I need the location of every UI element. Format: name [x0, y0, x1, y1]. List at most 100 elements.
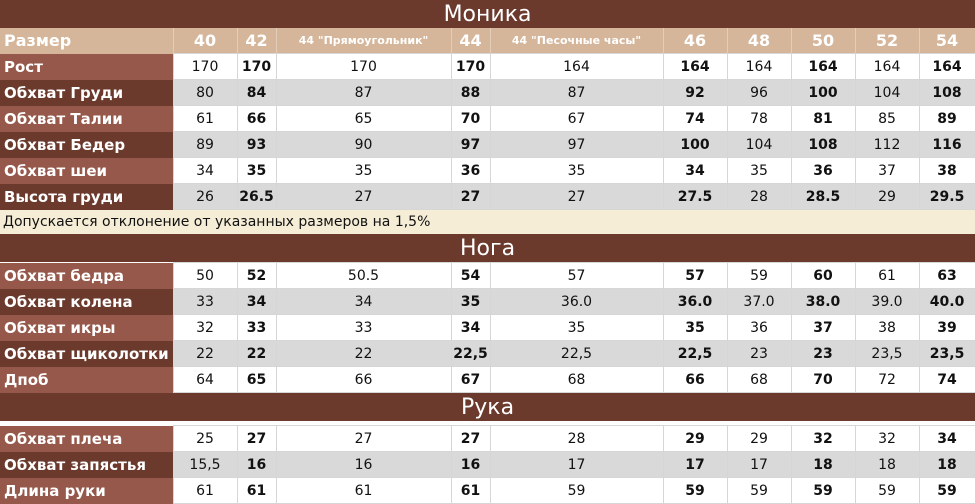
measurement-row-plecho: Обхват плеча 25 27 27 27 28 29 29 32 32 34 [0, 425, 975, 452]
measurement-value: 59 [918, 477, 975, 504]
measurement-value: 26 [172, 183, 238, 210]
measurement-value: 29.5 [918, 183, 975, 210]
measurement-value: 88 [450, 79, 491, 106]
measurement-value: 61 [450, 477, 491, 504]
measurement-value: 35 [275, 157, 452, 184]
measurement-value: 23 [790, 340, 856, 367]
section-title-noga: Нога [0, 234, 975, 263]
measurement-value: 38 [918, 157, 975, 184]
measurement-row-ikra: Обхват икры 32 33 33 34 35 35 36 37 38 39 [0, 314, 975, 341]
measurement-value: 67 [450, 366, 491, 393]
measurement-value: 29 [854, 183, 920, 210]
measurement-row-talia: Обхват Талии 61 66 65 70 67 74 78 81 85 89 [0, 105, 975, 132]
measurement-row-shikolotka: Обхват щиколотки 22 22 22 22,5 22,5 22,5 23 23 23… [0, 340, 975, 367]
measurement-value: 27 [450, 183, 491, 210]
measurement-value: 28 [726, 183, 792, 210]
measurement-value: 22 [236, 340, 277, 367]
measurement-value: 32 [790, 425, 856, 452]
measurement-row-bedra: Обхват Бедер 89 93 90 97 97 100 104 108 112 116 [0, 131, 975, 158]
measurement-value: 59 [489, 477, 664, 504]
measurement-label: Обхват Груди [0, 79, 173, 106]
measurement-value: 27 [236, 425, 277, 452]
measurement-value: 112 [854, 131, 920, 158]
measurement-value: 23,5 [854, 340, 920, 367]
measurement-label: Обхват бедра [0, 262, 173, 289]
measurement-label: Обхват запястья [0, 451, 173, 478]
measurement-value: 59 [790, 477, 856, 504]
measurement-value: 108 [918, 79, 975, 106]
measurement-value: 97 [450, 131, 491, 158]
measurement-value: 29 [662, 425, 728, 452]
measurement-label: Рост [0, 53, 173, 80]
measurement-value: 18 [918, 451, 975, 478]
spacer-cell [0, 421, 975, 426]
measurement-value: 27 [489, 183, 664, 210]
measurement-value: 96 [726, 79, 792, 106]
measurement-value: 36.0 [662, 288, 728, 315]
measurement-value: 164 [854, 53, 920, 80]
measurement-value: 18 [790, 451, 856, 478]
measurement-row-zapyastye: Обхват запястья 15,5 16 16 16 17 17 17 18 18 18 [0, 451, 975, 478]
measurement-value: 22,5 [662, 340, 728, 367]
size-header-cell: 42 [237, 28, 277, 54]
measurement-value: 61 [275, 477, 452, 504]
section-noga-row: Нога [0, 234, 975, 263]
measurement-value: 52 [236, 262, 277, 289]
measurement-value: 27 [275, 425, 452, 452]
measurement-value: 80 [172, 79, 238, 106]
measurement-value: 54 [450, 262, 491, 289]
measurement-value: 34 [918, 425, 975, 452]
measurement-value: 22,5 [450, 340, 491, 367]
size-header-label: Размер [0, 28, 174, 54]
measurement-value: 25 [172, 425, 238, 452]
measurement-value: 170 [450, 53, 491, 80]
measurement-value: 35 [236, 157, 277, 184]
tolerance-note-row: Допускается отклонение от указанных разм… [0, 209, 975, 234]
measurement-value: 57 [662, 262, 728, 289]
measurement-value: 59 [726, 262, 792, 289]
size-header-cell: 44 [451, 28, 491, 54]
measurement-value: 37 [790, 314, 856, 341]
measurement-value: 116 [918, 131, 975, 158]
measurement-value: 17 [662, 451, 728, 478]
tolerance-note: Допускается отклонение от указанных разм… [0, 209, 975, 234]
measurement-value: 22 [275, 340, 452, 367]
measurement-value: 66 [236, 105, 277, 132]
measurement-value: 35 [489, 157, 664, 184]
measurement-value: 100 [790, 79, 856, 106]
measurement-value: 164 [790, 53, 856, 80]
measurement-row-rost: Рост 170 170 170 170 164 164 164 164 164 164 [0, 53, 975, 80]
size-header-cell: 40 [173, 28, 238, 54]
measurement-value: 18 [854, 451, 920, 478]
measurement-value: 64 [172, 366, 238, 393]
measurement-value: 89 [172, 131, 238, 158]
measurement-value: 28.5 [790, 183, 856, 210]
measurement-value: 39.0 [854, 288, 920, 315]
measurement-label: Обхват икры [0, 314, 173, 341]
measurement-value: 22 [172, 340, 238, 367]
measurement-value: 104 [854, 79, 920, 106]
measurement-value: 34 [275, 288, 452, 315]
measurement-value: 37 [854, 157, 920, 184]
measurement-value: 70 [450, 105, 491, 132]
measurement-value: 93 [236, 131, 277, 158]
measurement-value: 36 [726, 314, 792, 341]
measurement-value: 72 [854, 366, 920, 393]
measurement-label: Дпоб [0, 366, 173, 393]
measurement-value: 33 [236, 314, 277, 341]
measurement-value: 28 [489, 425, 664, 452]
measurement-value: 16 [236, 451, 277, 478]
measurement-label: Обхват шеи [0, 157, 173, 184]
measurement-value: 68 [489, 366, 664, 393]
spacer-row [0, 421, 975, 426]
measurement-value: 92 [662, 79, 728, 106]
measurement-value: 66 [662, 366, 728, 393]
measurement-value: 104 [726, 131, 792, 158]
measurement-value: 29 [726, 425, 792, 452]
measurement-label: Длина руки [0, 477, 173, 504]
measurement-value: 87 [275, 79, 452, 106]
measurement-value: 36 [790, 157, 856, 184]
section-title-monika: Моника [0, 0, 975, 28]
